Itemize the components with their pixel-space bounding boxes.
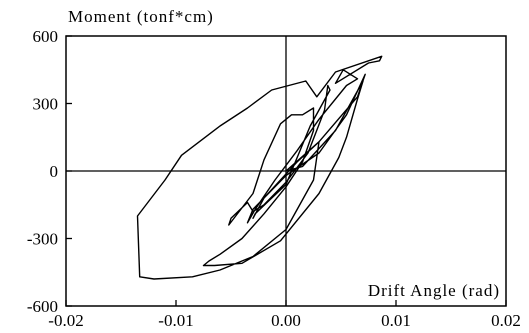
y-tick-marks bbox=[66, 35, 72, 307]
x-tick-label: -0.01 bbox=[158, 311, 193, 330]
x-tick-label: -0.02 bbox=[48, 311, 83, 330]
x-axis-title: Drift Angle (rad) bbox=[368, 281, 500, 300]
y-tick-label: -600 bbox=[27, 297, 58, 316]
y-tick-label: -300 bbox=[27, 230, 58, 249]
y-axis-title: Moment (tonf*cm) bbox=[68, 7, 214, 26]
hysteresis-loop-curve bbox=[136, 55, 383, 280]
y-tick-label: 600 bbox=[33, 27, 59, 46]
x-tick-labels: -0.02 -0.01 0.00 0.01 0.02 bbox=[48, 311, 521, 330]
x-tick-label: 0.02 bbox=[491, 311, 521, 330]
y-tick-labels: 600 300 0 -300 -600 bbox=[27, 27, 58, 316]
x-tick-marks bbox=[65, 300, 507, 306]
y-tick-label: 300 bbox=[33, 95, 59, 114]
y-tick-label: 0 bbox=[50, 162, 59, 181]
x-tick-label: 0.00 bbox=[271, 311, 301, 330]
x-tick-label: 0.01 bbox=[381, 311, 411, 330]
